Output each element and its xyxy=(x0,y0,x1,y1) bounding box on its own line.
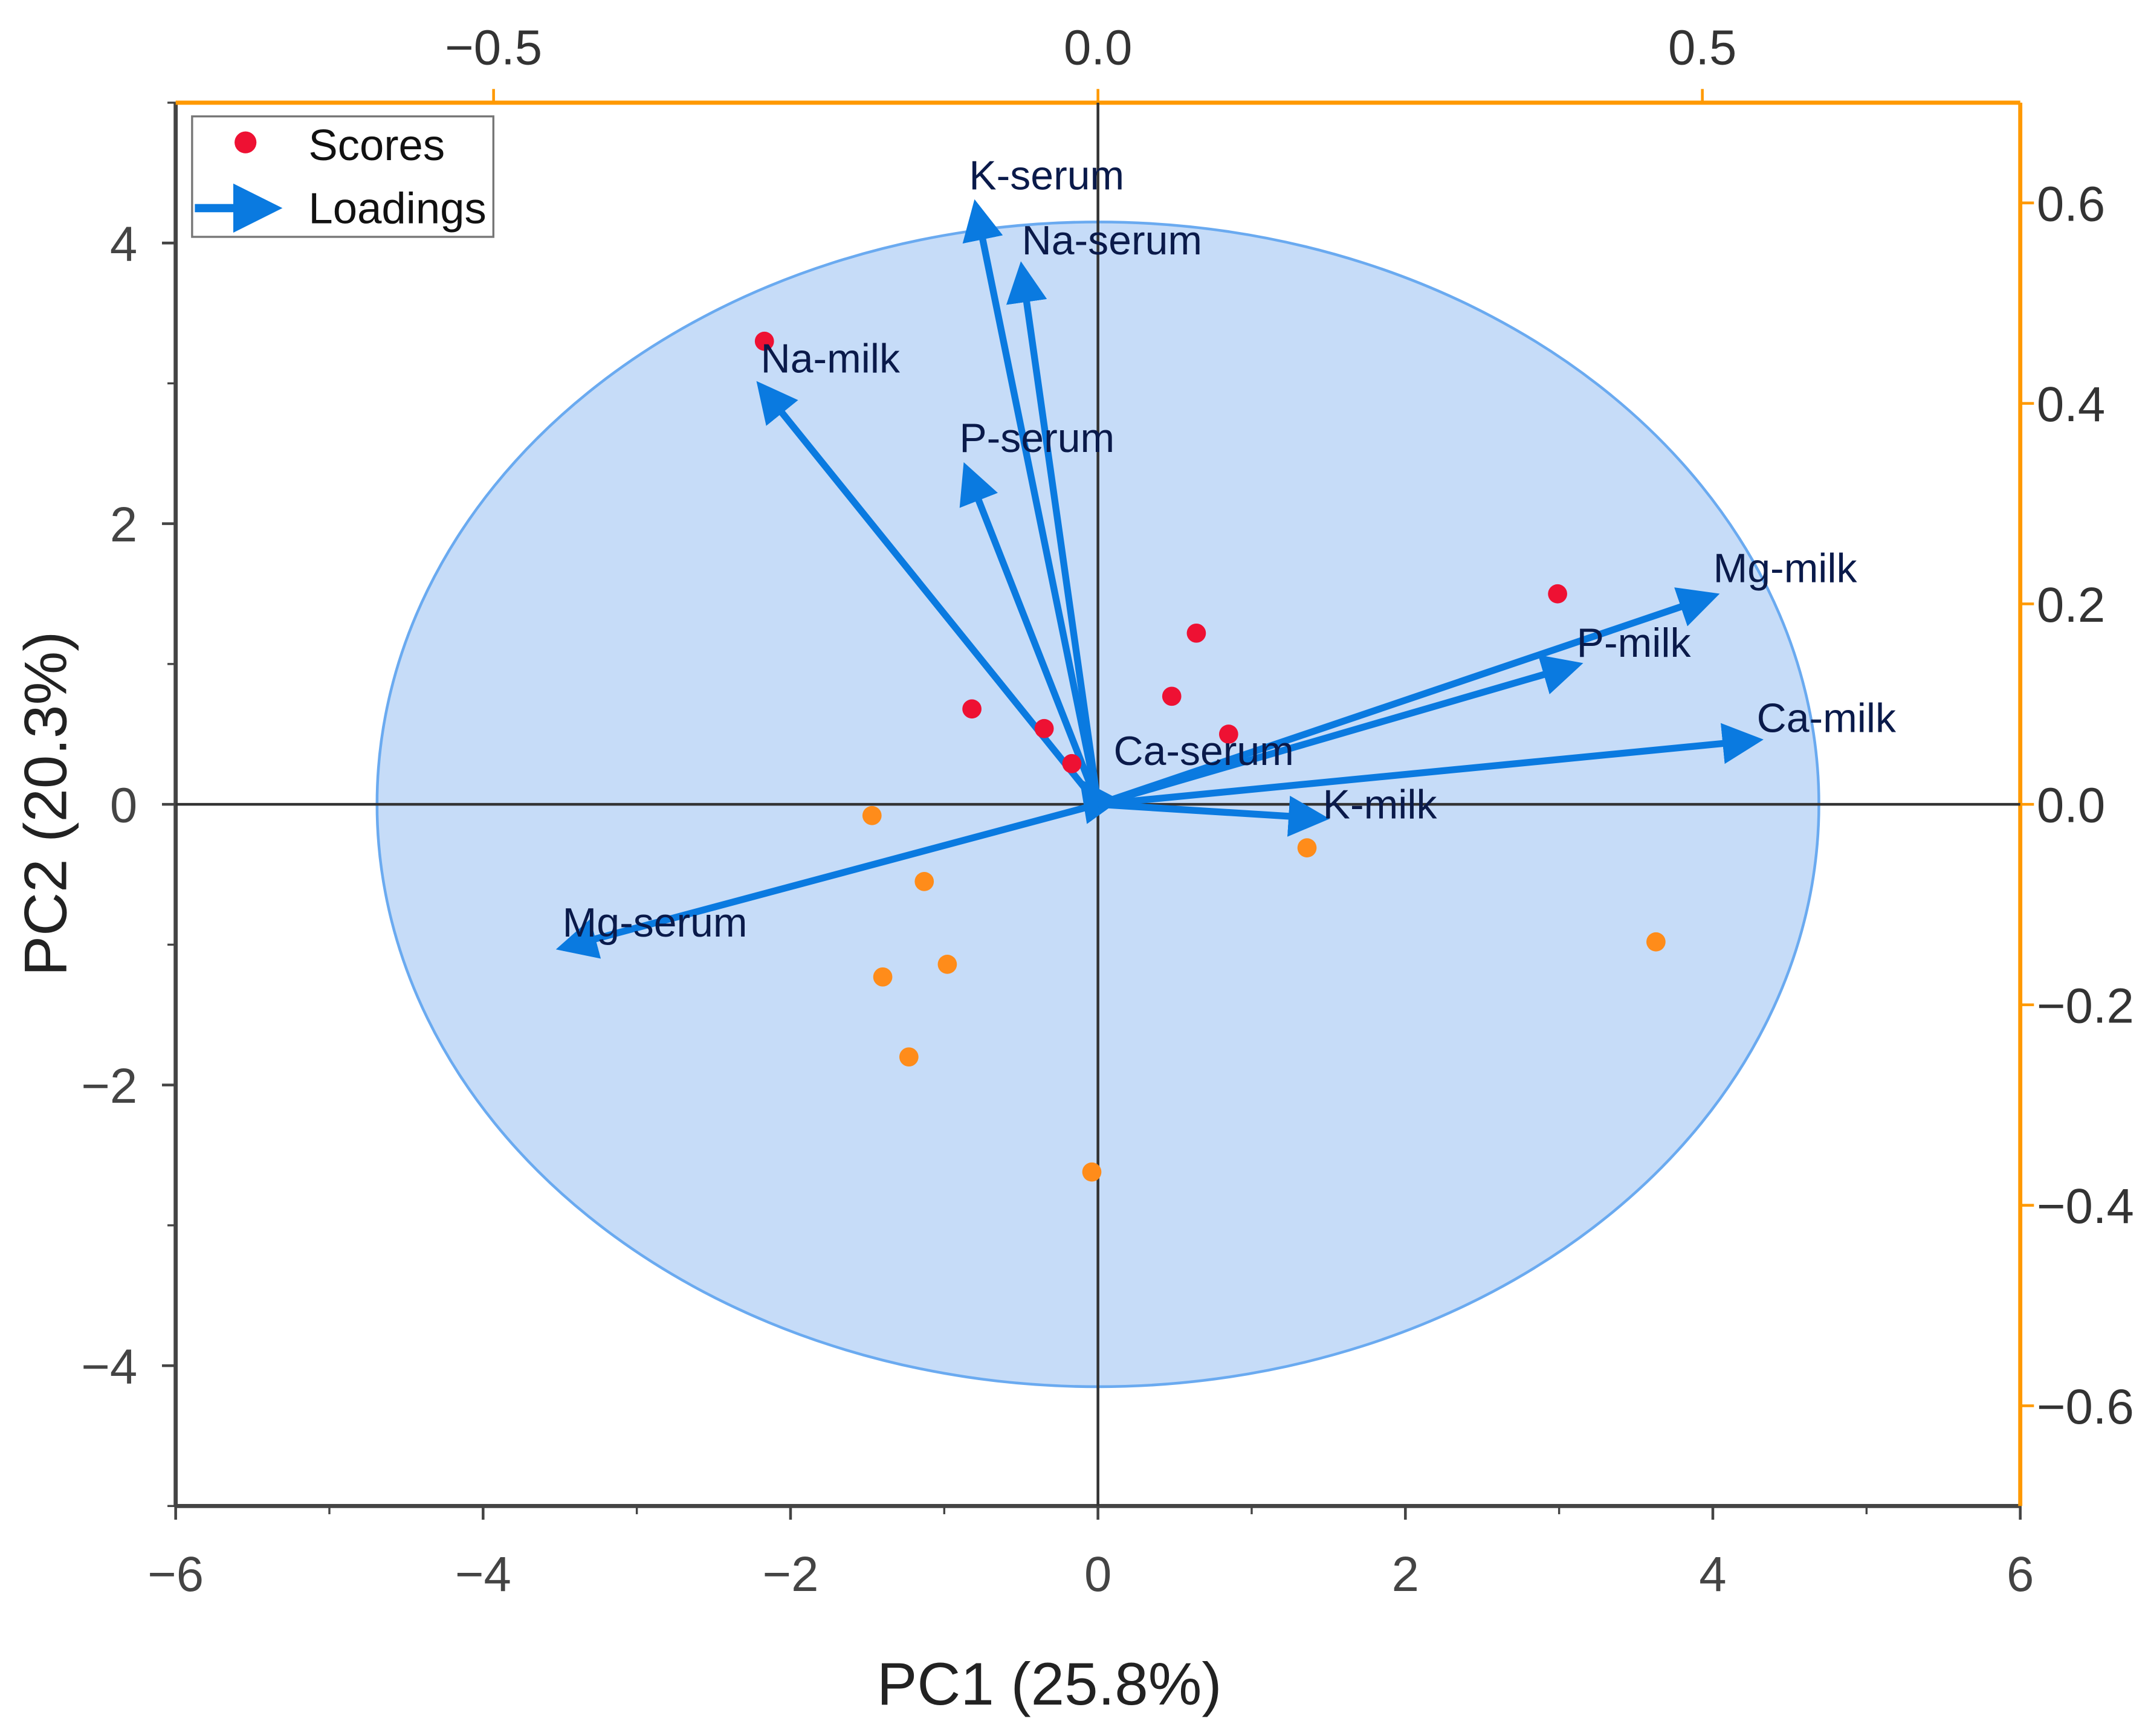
legend-loadings-label: Loadings xyxy=(308,184,486,233)
score-point-orange xyxy=(914,872,934,891)
right-tick-label: 0.6 xyxy=(2037,176,2105,231)
y-tick-label: 0 xyxy=(110,778,137,833)
loading-label-ca-serum: Ca-serum xyxy=(1113,728,1293,774)
right-tick-label: −0.2 xyxy=(2037,978,2134,1033)
score-point-red xyxy=(1218,724,1238,744)
loading-label-k-serum: K-serum xyxy=(969,153,1124,199)
loading-label-na-serum: Na-serum xyxy=(1022,218,1202,263)
x-axis-label: PC1 (25.8%) xyxy=(877,1651,1222,1718)
legend-scores-label: Scores xyxy=(308,121,445,170)
x-tick-label: −4 xyxy=(455,1547,511,1602)
score-point-orange xyxy=(937,955,957,974)
score-point-orange xyxy=(1297,838,1317,857)
score-point-red xyxy=(1548,584,1567,604)
y-tick-label: 2 xyxy=(110,497,137,552)
loading-label-p-milk: P-milk xyxy=(1577,620,1692,666)
score-point-red xyxy=(1034,718,1054,738)
top-tick-label: −0.5 xyxy=(445,20,542,75)
loading-arrow-ca-serum xyxy=(1079,778,1121,824)
x-tick-label: 6 xyxy=(2007,1547,2034,1602)
y-tick-label: 4 xyxy=(110,217,137,272)
top-tick-label: 0.5 xyxy=(1668,20,1736,75)
x-tick-label: −2 xyxy=(762,1547,818,1602)
right-tick-label: 0.0 xyxy=(2037,778,2105,833)
legend-scores-marker xyxy=(235,131,257,153)
right-tick-label: 0.2 xyxy=(2037,578,2105,633)
loading-arrow-p-milk xyxy=(1097,654,1584,808)
y-tick-label: −4 xyxy=(81,1340,137,1395)
right-tick-label: 0.4 xyxy=(2037,377,2105,432)
loading-label-mg-milk: Mg-milk xyxy=(1713,545,1858,591)
score-point-red xyxy=(1062,753,1082,773)
loading-arrow-mg-milk xyxy=(1096,587,1720,808)
loading-arrow-na-serum xyxy=(1006,261,1102,805)
score-point-orange xyxy=(862,805,882,825)
score-point-orange xyxy=(1082,1162,1102,1182)
score-point-red xyxy=(1162,686,1182,706)
loading-arrow-k-milk xyxy=(1098,795,1330,837)
score-point-orange xyxy=(873,967,893,987)
x-tick-label: 0 xyxy=(1084,1547,1111,1602)
loading-label-p-serum: P-serum xyxy=(959,415,1114,461)
x-tick-label: 2 xyxy=(1392,1547,1419,1602)
loading-label-na-milk: Na-milk xyxy=(761,336,901,382)
score-point-red xyxy=(754,331,774,351)
legend: Scores Loadings xyxy=(191,115,495,238)
loading-arrow-k-serum xyxy=(962,199,1102,805)
score-point-red xyxy=(1186,623,1206,643)
loading-label-k-milk: K-milk xyxy=(1323,781,1438,827)
loading-label-ca-milk: Ca-milk xyxy=(1757,695,1897,741)
loading-arrow-p-serum xyxy=(959,462,1101,806)
y-axis-label: PC2 (20.3%) xyxy=(12,631,79,976)
score-point-red xyxy=(962,699,982,719)
loading-arrow-mg-serum xyxy=(555,801,1099,959)
y-tick-label: −2 xyxy=(81,1059,137,1114)
loading-label-mg-serum: Mg-serum xyxy=(563,900,748,946)
x-tick-label: −6 xyxy=(147,1547,204,1602)
right-tick-label: −0.6 xyxy=(2037,1379,2134,1434)
loading-arrow-ca-milk xyxy=(1098,723,1764,808)
score-point-orange xyxy=(899,1047,919,1067)
score-point-orange xyxy=(1646,932,1666,952)
right-tick-label: −0.4 xyxy=(2037,1179,2134,1234)
top-tick-label: 0.0 xyxy=(1064,20,1132,75)
x-tick-label: 4 xyxy=(1699,1547,1726,1602)
